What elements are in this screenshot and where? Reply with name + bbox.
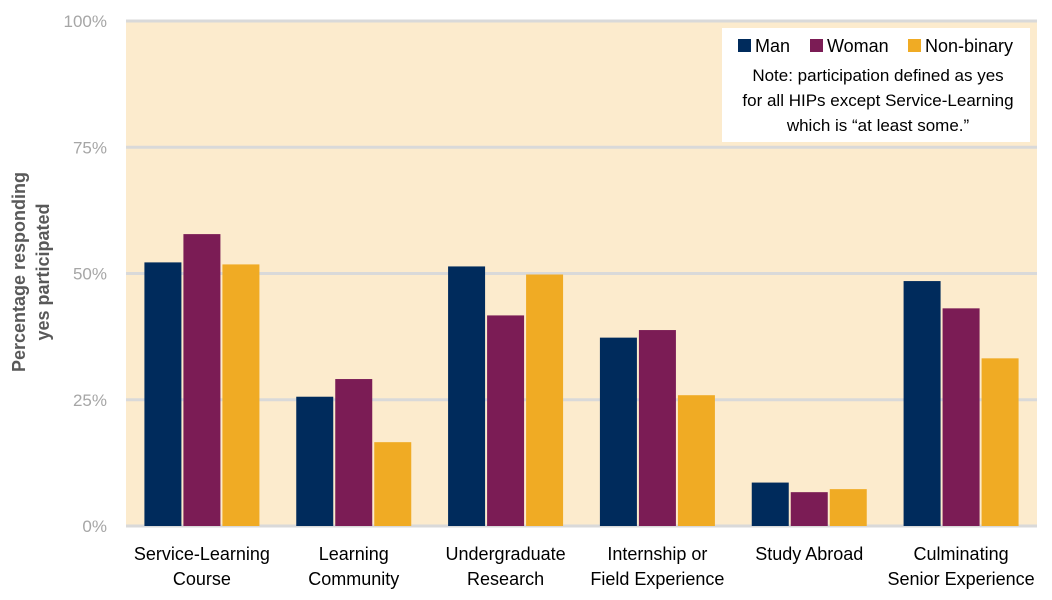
category-label-line: Community <box>308 569 399 589</box>
category-label-line: Service-Learning <box>134 544 270 564</box>
category-label: Service-Learning Course <box>134 544 270 589</box>
category-label-line: Research <box>467 569 544 589</box>
legend-label: Woman <box>827 36 889 56</box>
bar-man <box>599 337 637 526</box>
legend <box>722 28 1030 142</box>
bar-non-binary <box>677 395 715 526</box>
category-label-line: Field Experience <box>590 569 724 589</box>
legend-label: Non-binary <box>925 36 1013 56</box>
category-label-line: Culminating <box>914 544 1009 564</box>
y-tick-label: 25% <box>73 391 107 410</box>
bar-woman <box>183 234 221 527</box>
category-label-line: Internship or <box>607 544 707 564</box>
y-tick-label: 75% <box>73 138 107 157</box>
bar-man <box>296 396 334 526</box>
bar-woman <box>335 379 373 526</box>
bar-woman <box>790 492 828 526</box>
bar-non-binary <box>829 489 867 526</box>
y-axis-label-line: yes participated <box>33 203 53 340</box>
category-label: Study Abroad <box>755 544 863 564</box>
legend-note-line: Note: participation defined as yes <box>752 66 1003 85</box>
category-label: Learning Community <box>308 544 399 589</box>
category-label-line: Course <box>173 569 231 589</box>
category-label-line: Learning <box>319 544 389 564</box>
y-tick-label: 50% <box>73 265 107 284</box>
bar-non-binary <box>526 274 564 526</box>
bar-woman <box>638 330 676 526</box>
legend-note-line: which is “at least some.” <box>786 116 970 135</box>
bar-man <box>751 482 789 526</box>
bar-non-binary <box>222 264 260 526</box>
y-axis-label-line: Percentage responding <box>9 172 29 372</box>
legend-swatch <box>908 39 921 52</box>
legend-swatch <box>810 39 823 52</box>
y-axis-label: Percentage responding yes participated <box>9 172 53 372</box>
category-label-line: Undergraduate <box>446 544 566 564</box>
bar-woman <box>942 308 980 526</box>
bar-man <box>144 262 182 526</box>
bar-man <box>903 281 941 526</box>
category-label: Internship or Field Experience <box>590 544 724 589</box>
bar-non-binary <box>374 442 412 526</box>
bar-man <box>448 266 486 526</box>
legend-note-line: for all HIPs except Service-Learning <box>742 91 1013 110</box>
y-tick-label: 100% <box>64 12 107 31</box>
bar-woman <box>487 315 525 526</box>
category-label: Undergraduate Research <box>446 544 566 589</box>
category-label-line: Senior Experience <box>888 569 1035 589</box>
legend-swatch <box>738 39 751 52</box>
category-label: Culminating Senior Experience <box>888 544 1035 589</box>
legend-label: Man <box>755 36 790 56</box>
category-label-line: Study Abroad <box>755 544 863 564</box>
bar-non-binary <box>981 358 1019 526</box>
y-tick-label: 0% <box>82 517 107 536</box>
